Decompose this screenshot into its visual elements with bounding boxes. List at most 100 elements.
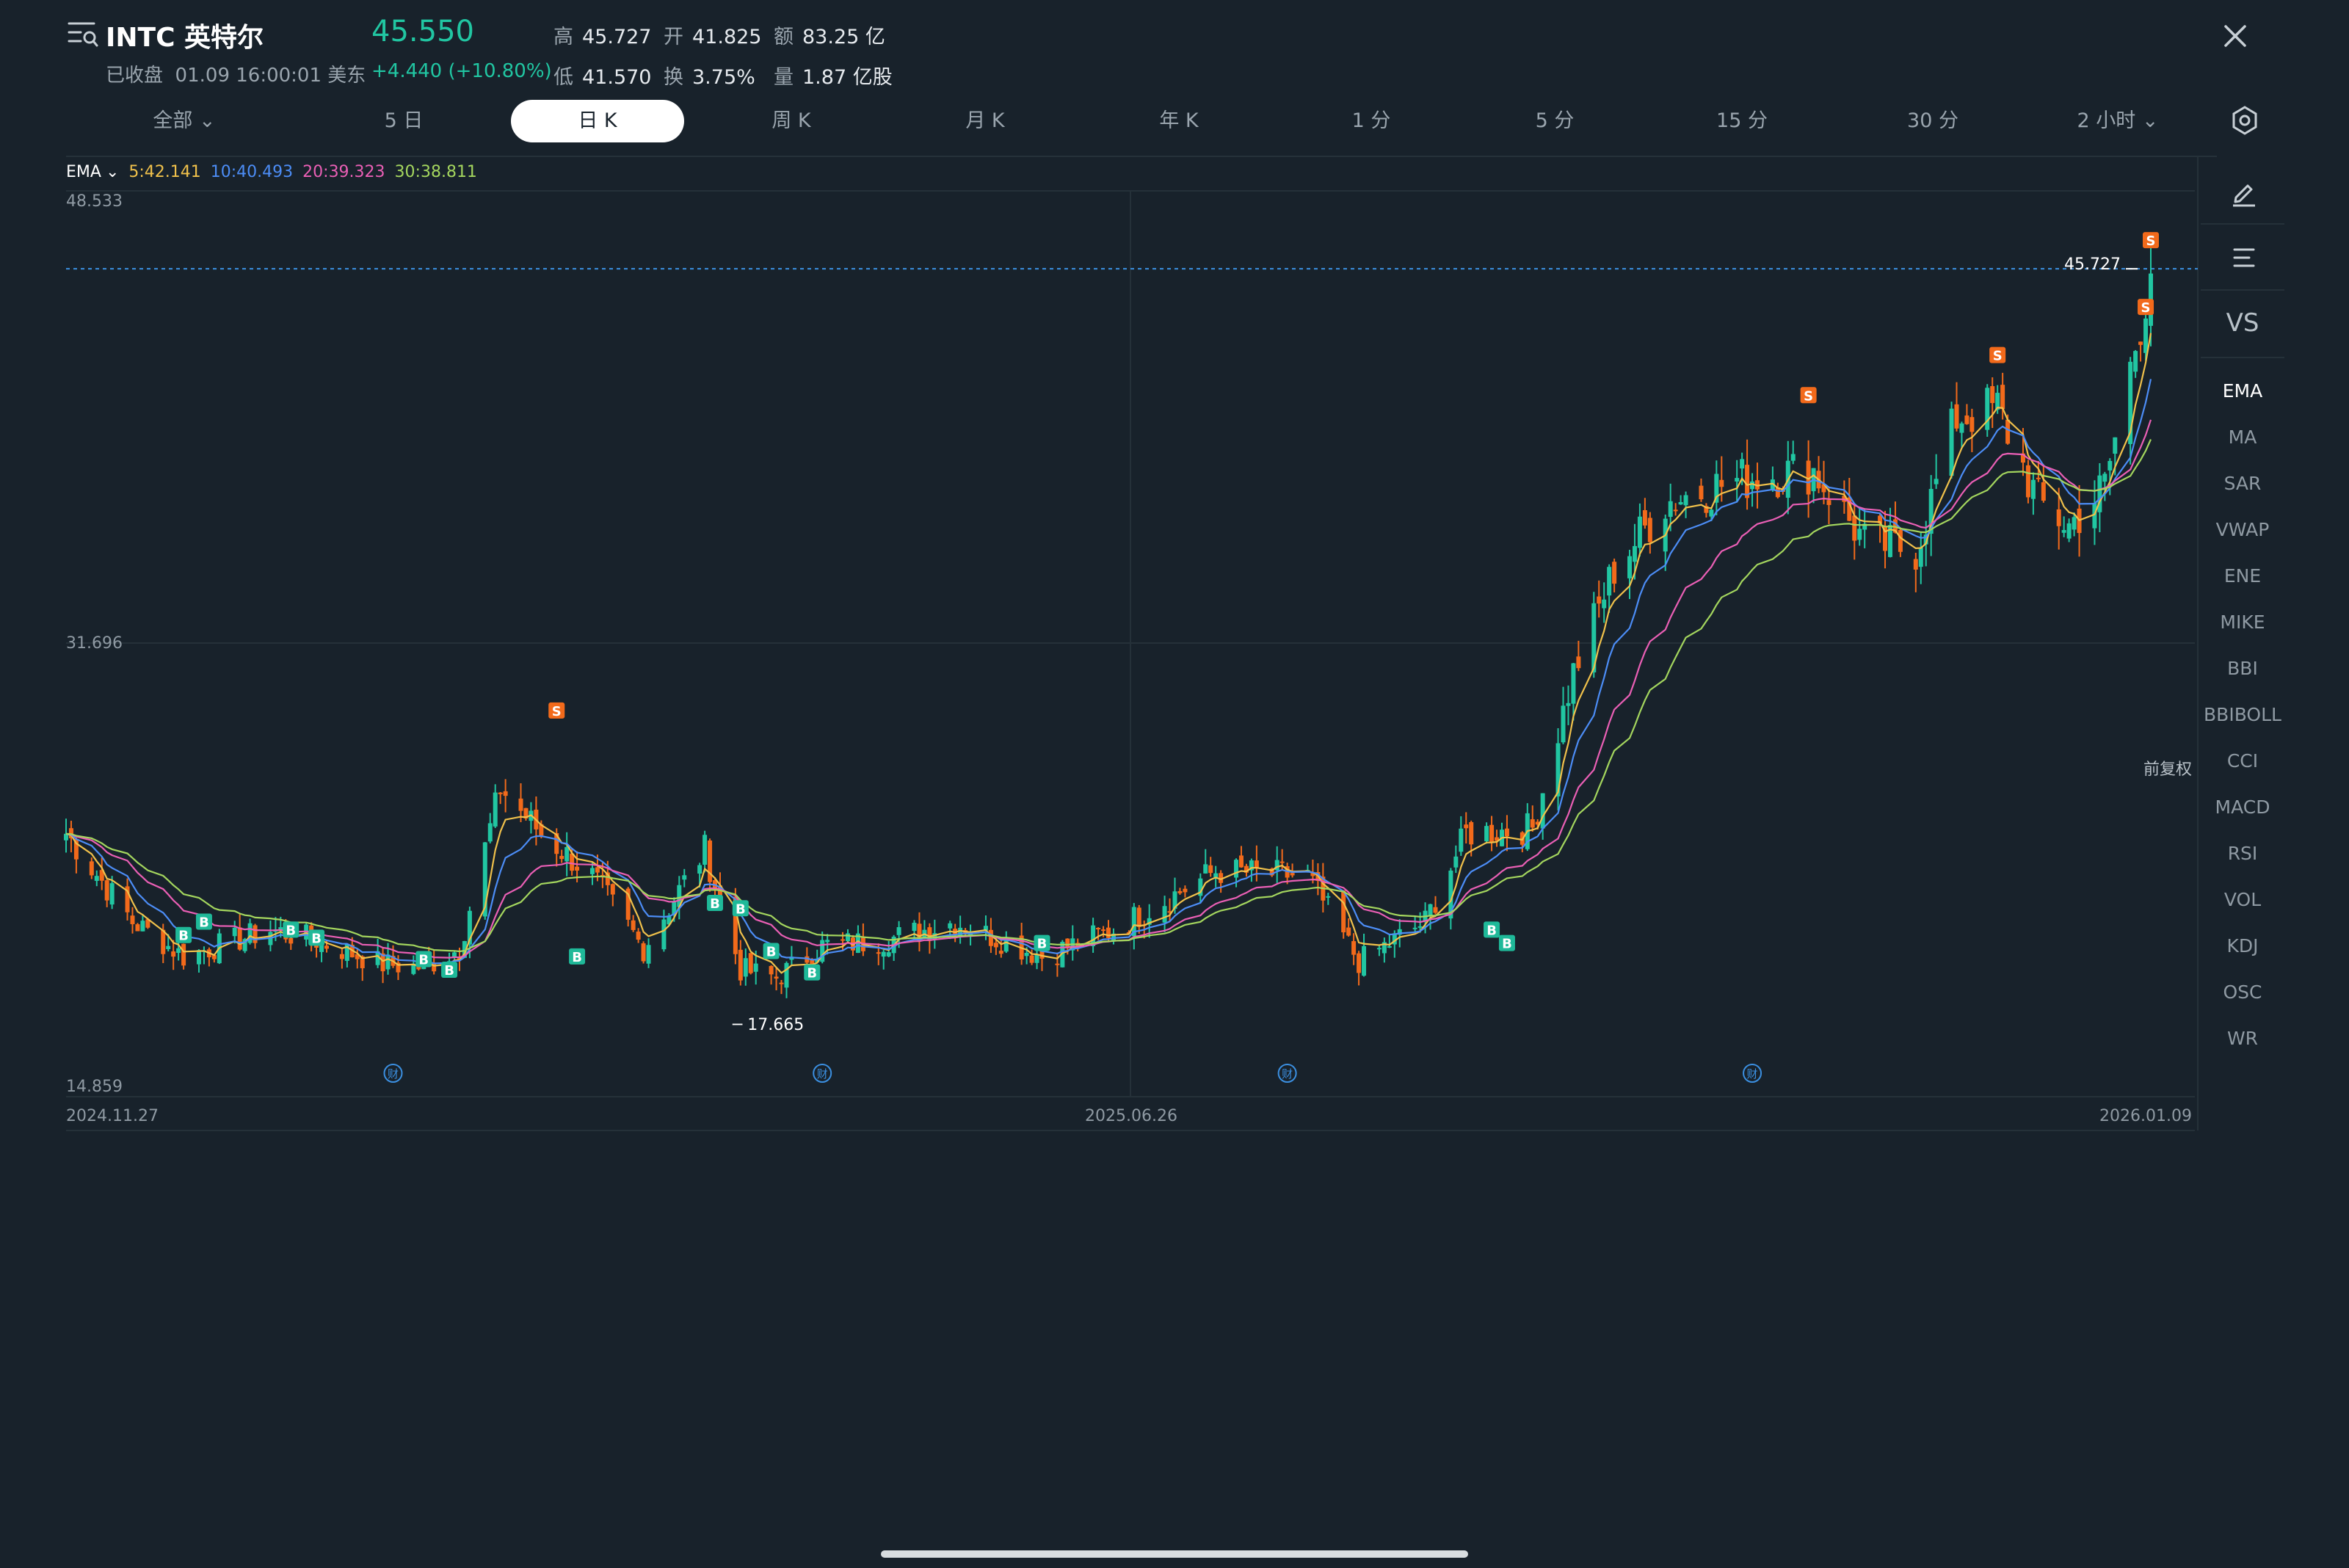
indicator-rsi[interactable]: RSI (2227, 843, 2258, 864)
tab-all[interactable]: 全部 ⌄ (153, 109, 216, 132)
candle (2056, 487, 2061, 550)
candle-body (876, 952, 881, 954)
candle (922, 920, 927, 940)
candle-body (886, 952, 891, 957)
candlestick-chart[interactable]: BBBBBBBB BBBBBBSSSSS财财财财 (0, 0, 2349, 1145)
candle-body (68, 828, 73, 838)
tab-5day[interactable]: 5 日 (384, 109, 424, 132)
candle-body (247, 923, 253, 943)
settings-icon[interactable] (2227, 103, 2262, 138)
candle (493, 784, 498, 829)
candle (135, 923, 140, 932)
candle-body (1065, 938, 1070, 948)
candle-body (1755, 480, 1760, 490)
candle-body (1775, 487, 1780, 498)
sell-marker-glyph: S (2146, 233, 2156, 249)
candle (1985, 384, 1990, 437)
candle-body (339, 954, 344, 959)
candle (1857, 507, 1862, 546)
candle-body (1862, 523, 1867, 530)
candle (498, 791, 503, 805)
indicator-ema[interactable]: EMA (2222, 380, 2263, 402)
candle (206, 947, 211, 967)
candle (912, 920, 917, 938)
candle-body (1847, 497, 1852, 521)
candle-body (702, 835, 708, 865)
candle-body (1576, 656, 1581, 669)
stat-volume: 量 1.87 亿股 (774, 66, 893, 89)
indicator-vol[interactable]: VOL (2223, 889, 2262, 910)
candle-body (559, 855, 564, 860)
indicator-bbi[interactable]: BBI (2227, 658, 2258, 679)
status-text: 已收盘 (106, 65, 164, 87)
tab-15min[interactable]: 15 分 (1716, 109, 1768, 132)
candle-body (708, 841, 713, 882)
candle (518, 783, 523, 823)
tab-5min[interactable]: 5 分 (1535, 109, 1575, 132)
candle (1351, 933, 1357, 965)
indicator-mike[interactable]: MIKE (2220, 611, 2265, 633)
indicator-ma[interactable]: MA (2228, 427, 2257, 448)
candle-body (1898, 529, 1903, 552)
last-price: 45.550 (371, 15, 474, 48)
tab-daily-k[interactable]: 日 K (511, 100, 684, 142)
candle-body (1913, 559, 1918, 570)
candle (125, 878, 130, 921)
candle-body (1555, 743, 1561, 796)
compare-vs-button[interactable]: VS (2226, 308, 2259, 338)
candle-body (1535, 821, 1540, 825)
stat-low: 低 41.570 (553, 66, 652, 89)
pencil-icon[interactable] (2226, 173, 2262, 210)
sell-marker-badge (2138, 299, 2154, 316)
candle-body (1821, 484, 1826, 493)
indicator-osc[interactable]: OSC (2223, 981, 2262, 1003)
tab-weekly-k[interactable]: 周 K (771, 109, 811, 132)
candle-body (1852, 515, 1857, 541)
tab-yearly-k[interactable]: 年 K (1159, 109, 1199, 132)
indicator-vwap[interactable]: VWAP (2215, 519, 2270, 540)
buy-marker-glyph: B (444, 963, 454, 979)
candle-body (457, 957, 462, 960)
candle (432, 950, 437, 975)
event-ring (813, 1064, 832, 1083)
tab-1min[interactable]: 1 分 (1351, 109, 1391, 132)
home-indicator[interactable] (881, 1550, 1468, 1558)
candle-body (1495, 837, 1500, 841)
tab-2hour[interactable]: 2 小时 ⌄ (2077, 109, 2159, 132)
candle (1167, 898, 1172, 921)
indicator-bbiboll[interactable]: BBIBOLL (2204, 704, 2281, 725)
lines-icon[interactable] (2226, 239, 2262, 276)
indicator-kdj[interactable]: KDJ (2226, 935, 2259, 957)
candle-body (2128, 361, 2133, 444)
candle-body (2000, 385, 2005, 410)
tab-monthly-k[interactable]: 月 K (965, 109, 1005, 132)
candle-body (2061, 530, 2066, 533)
buy-marker: B (283, 921, 299, 938)
close-icon[interactable] (2217, 18, 2254, 54)
stat-open: 开 41.825 (664, 26, 762, 48)
candle (1213, 865, 1219, 888)
indicator-sar[interactable]: SAR (2223, 473, 2262, 494)
indicator-macd[interactable]: MACD (2215, 796, 2270, 818)
indicator-cci[interactable]: CCI (2226, 750, 2259, 772)
candle (104, 879, 109, 907)
menu-icon[interactable] (66, 18, 100, 51)
stat-turnover-amount: 额 83.25 亿 (774, 26, 885, 48)
candle (1735, 460, 1740, 503)
ema-legend-name[interactable]: EMA (66, 163, 101, 181)
candle-body (1934, 479, 1939, 484)
indicator-wr[interactable]: WR (2226, 1028, 2259, 1049)
indicator-ene[interactable]: ENE (2223, 565, 2262, 587)
price-adjust-label[interactable]: 前复权 (2143, 761, 2193, 779)
candle-body (73, 838, 79, 860)
ema-legend[interactable]: EMA ⌄ 5:42.141 10:40.493 20:39.323 30:38.… (66, 163, 482, 181)
tab-30min[interactable]: 30 分 (1907, 109, 1958, 132)
candle-body (2097, 475, 2102, 512)
candle-body (1357, 953, 1362, 973)
candle-body (1310, 873, 1315, 876)
event-ring (1743, 1064, 1762, 1083)
tabs-divider (66, 156, 2217, 157)
candle (2000, 372, 2005, 420)
candle (702, 830, 708, 873)
candle (1637, 503, 1642, 557)
